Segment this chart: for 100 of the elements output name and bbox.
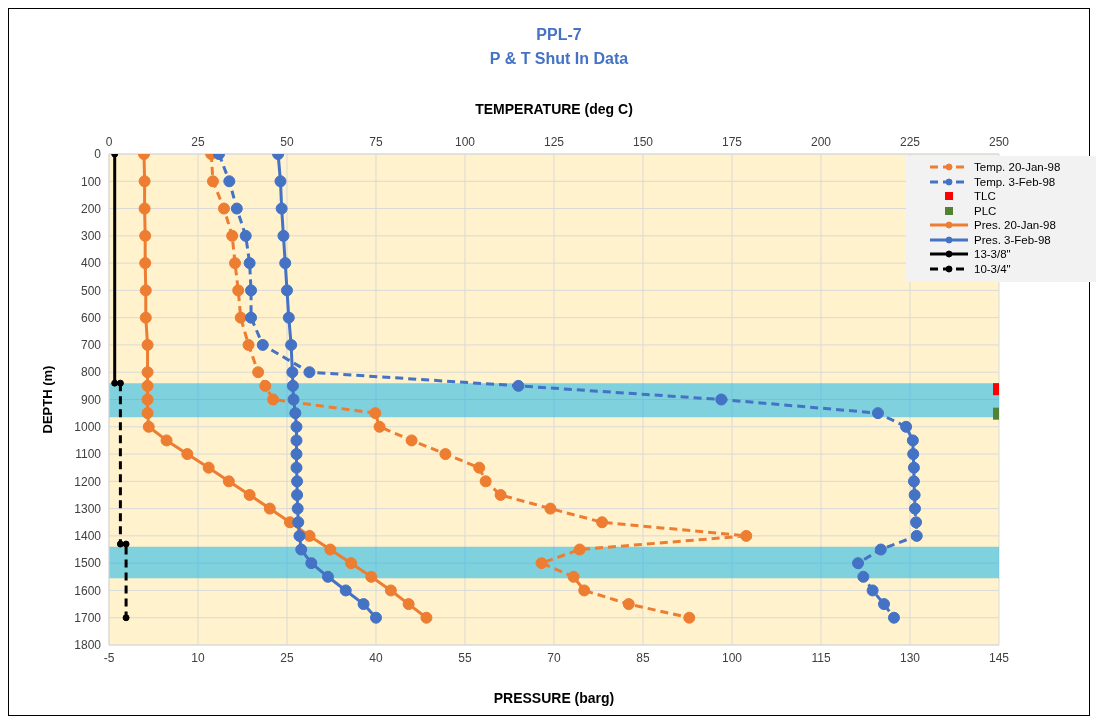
y-axis-title: DEPTH (m)	[39, 365, 55, 434]
x-tick-label: 145	[988, 650, 1010, 665]
point	[357, 598, 370, 611]
point	[324, 543, 337, 556]
x2-tick-label: 125	[543, 135, 565, 149]
point	[139, 229, 152, 242]
point	[290, 461, 303, 474]
point	[263, 502, 276, 515]
y-tick-label: 1400	[74, 529, 102, 544]
point	[287, 393, 300, 406]
x-tick-label: 85	[636, 650, 650, 665]
y-tick-label: 300	[80, 229, 102, 244]
x2-tick-label: 250	[988, 135, 1010, 149]
point	[286, 379, 299, 392]
point	[202, 461, 215, 474]
x-tick-label: -5	[103, 650, 115, 665]
point	[277, 229, 290, 242]
point	[384, 584, 397, 597]
point	[138, 202, 151, 215]
legend-label: 13-3/8"	[974, 248, 1011, 261]
point	[141, 407, 154, 420]
point	[291, 488, 304, 501]
x-tick-label: 40	[369, 650, 383, 665]
point	[285, 338, 298, 351]
point	[291, 475, 304, 488]
x2-tick-label: 175	[721, 135, 743, 149]
x2-axis-title: TEMPERATURE (deg C)	[475, 100, 633, 117]
y-tick-label: 700	[80, 338, 102, 353]
point	[370, 611, 382, 624]
point	[141, 366, 154, 379]
x-axis-title: PRESSURE (barg)	[493, 690, 615, 706]
x2-tick-label: 0	[105, 135, 113, 149]
x-tick-label: 25	[280, 650, 294, 665]
y-tick-label: 1600	[74, 583, 102, 598]
y-tick-label: 400	[80, 256, 102, 271]
point	[290, 420, 303, 433]
point	[402, 598, 415, 611]
point	[141, 393, 154, 406]
legend-label: Temp. 3-Feb-98	[974, 175, 1056, 188]
point	[365, 570, 378, 583]
point	[243, 488, 256, 501]
point	[160, 434, 173, 447]
point	[139, 311, 152, 324]
x-tick-label: 130	[899, 650, 921, 665]
x-tick-label: 115	[811, 650, 831, 665]
point	[281, 284, 293, 297]
legend-label: 10-3/4"	[974, 262, 1011, 275]
legend-label: Pres. 20-Jan-98	[974, 219, 1056, 232]
y-tick-label: 100	[80, 174, 102, 189]
point	[181, 448, 194, 461]
point	[303, 529, 316, 542]
x-tick-label: 10	[191, 650, 205, 665]
point	[141, 338, 154, 351]
point	[321, 570, 334, 583]
point	[292, 516, 305, 529]
point	[139, 284, 152, 297]
y-tick-label: 1000	[74, 420, 102, 435]
x2-tick-label: 225	[899, 135, 921, 149]
x2-tick-label: 50	[280, 135, 294, 149]
point	[289, 407, 302, 420]
point	[138, 175, 151, 188]
point	[141, 379, 154, 392]
y-tick-label: 1700	[74, 610, 102, 625]
x-tick-label: 55	[458, 650, 472, 665]
x2-tick-label: 200	[810, 135, 832, 149]
point	[274, 175, 287, 188]
y-tick-label: 800	[80, 365, 102, 380]
x2-tick-label: 25	[191, 135, 205, 149]
x-tick-label: 70	[547, 650, 561, 665]
point	[293, 529, 306, 542]
y-tick-label: 1100	[75, 447, 102, 462]
point	[295, 543, 308, 556]
y-tick-label: 1200	[74, 474, 102, 489]
point	[286, 366, 299, 379]
x2-tick-label: 75	[369, 135, 383, 149]
point	[282, 311, 295, 324]
point	[345, 557, 358, 570]
y-tick-label: 1500	[74, 556, 102, 571]
legend-label: Temp. 20-Jan-98	[974, 161, 1061, 174]
point	[420, 611, 433, 624]
point	[222, 475, 235, 488]
y-tick-label: 500	[80, 283, 102, 298]
x2-tick-label: 150	[632, 135, 654, 149]
y-tick-label: 600	[80, 310, 102, 325]
point	[339, 584, 352, 597]
legend-label: Pres. 3-Feb-98	[974, 233, 1051, 246]
point	[139, 257, 152, 270]
point	[291, 502, 304, 515]
y-tick-label: 1800	[74, 638, 102, 653]
legend-label: TLC	[974, 190, 996, 203]
chart-title: PPL-7	[535, 25, 583, 45]
point	[305, 557, 318, 570]
x2-tick-label: 100	[454, 135, 476, 149]
point	[142, 420, 155, 433]
point	[290, 448, 303, 461]
y-tick-label: 1300	[74, 501, 102, 516]
y-tick-label: 0	[94, 147, 102, 162]
legend-label: PLC	[974, 204, 997, 217]
y-tick-label: 900	[80, 392, 102, 407]
point	[290, 434, 303, 447]
